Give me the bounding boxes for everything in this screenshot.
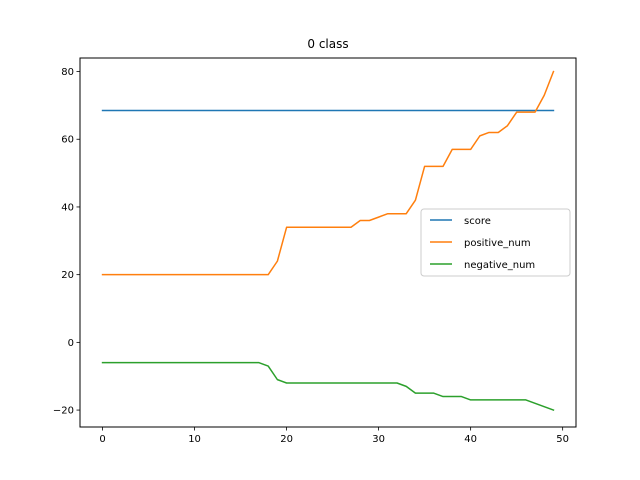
legend-box: [420, 208, 571, 277]
x-tick-label: 10: [188, 434, 201, 445]
y-tick-label: 60: [61, 135, 74, 146]
series-line-positive-num: [101, 70, 555, 276]
legend: score positive_num negative_num: [420, 208, 571, 277]
plot-frame: [79, 57, 577, 428]
chart-title: 0 class: [307, 37, 348, 51]
x-tick-label: 0: [99, 434, 105, 445]
y-tick-label: −20: [53, 406, 74, 417]
legend-label-positive-num: positive_num: [464, 238, 531, 249]
y-tick-label: 0: [68, 338, 74, 349]
legend-label-score: score: [464, 216, 491, 227]
x-tick-label: 20: [280, 434, 293, 445]
series-line-negative-num: [101, 361, 555, 412]
x-tick-label: 30: [372, 434, 385, 445]
legend-label-negative-num: negative_num: [464, 260, 535, 271]
y-tick-label: 20: [61, 270, 74, 281]
y-axis: −20 0 20 40 60 80: [53, 67, 80, 417]
y-tick-label: 80: [61, 67, 74, 78]
x-tick-label: 50: [556, 434, 569, 445]
y-tick-label: 40: [61, 202, 74, 213]
x-axis: 0 10 20 30 40 50: [99, 427, 569, 445]
x-tick-label: 40: [464, 434, 477, 445]
series-layer: [101, 70, 555, 412]
